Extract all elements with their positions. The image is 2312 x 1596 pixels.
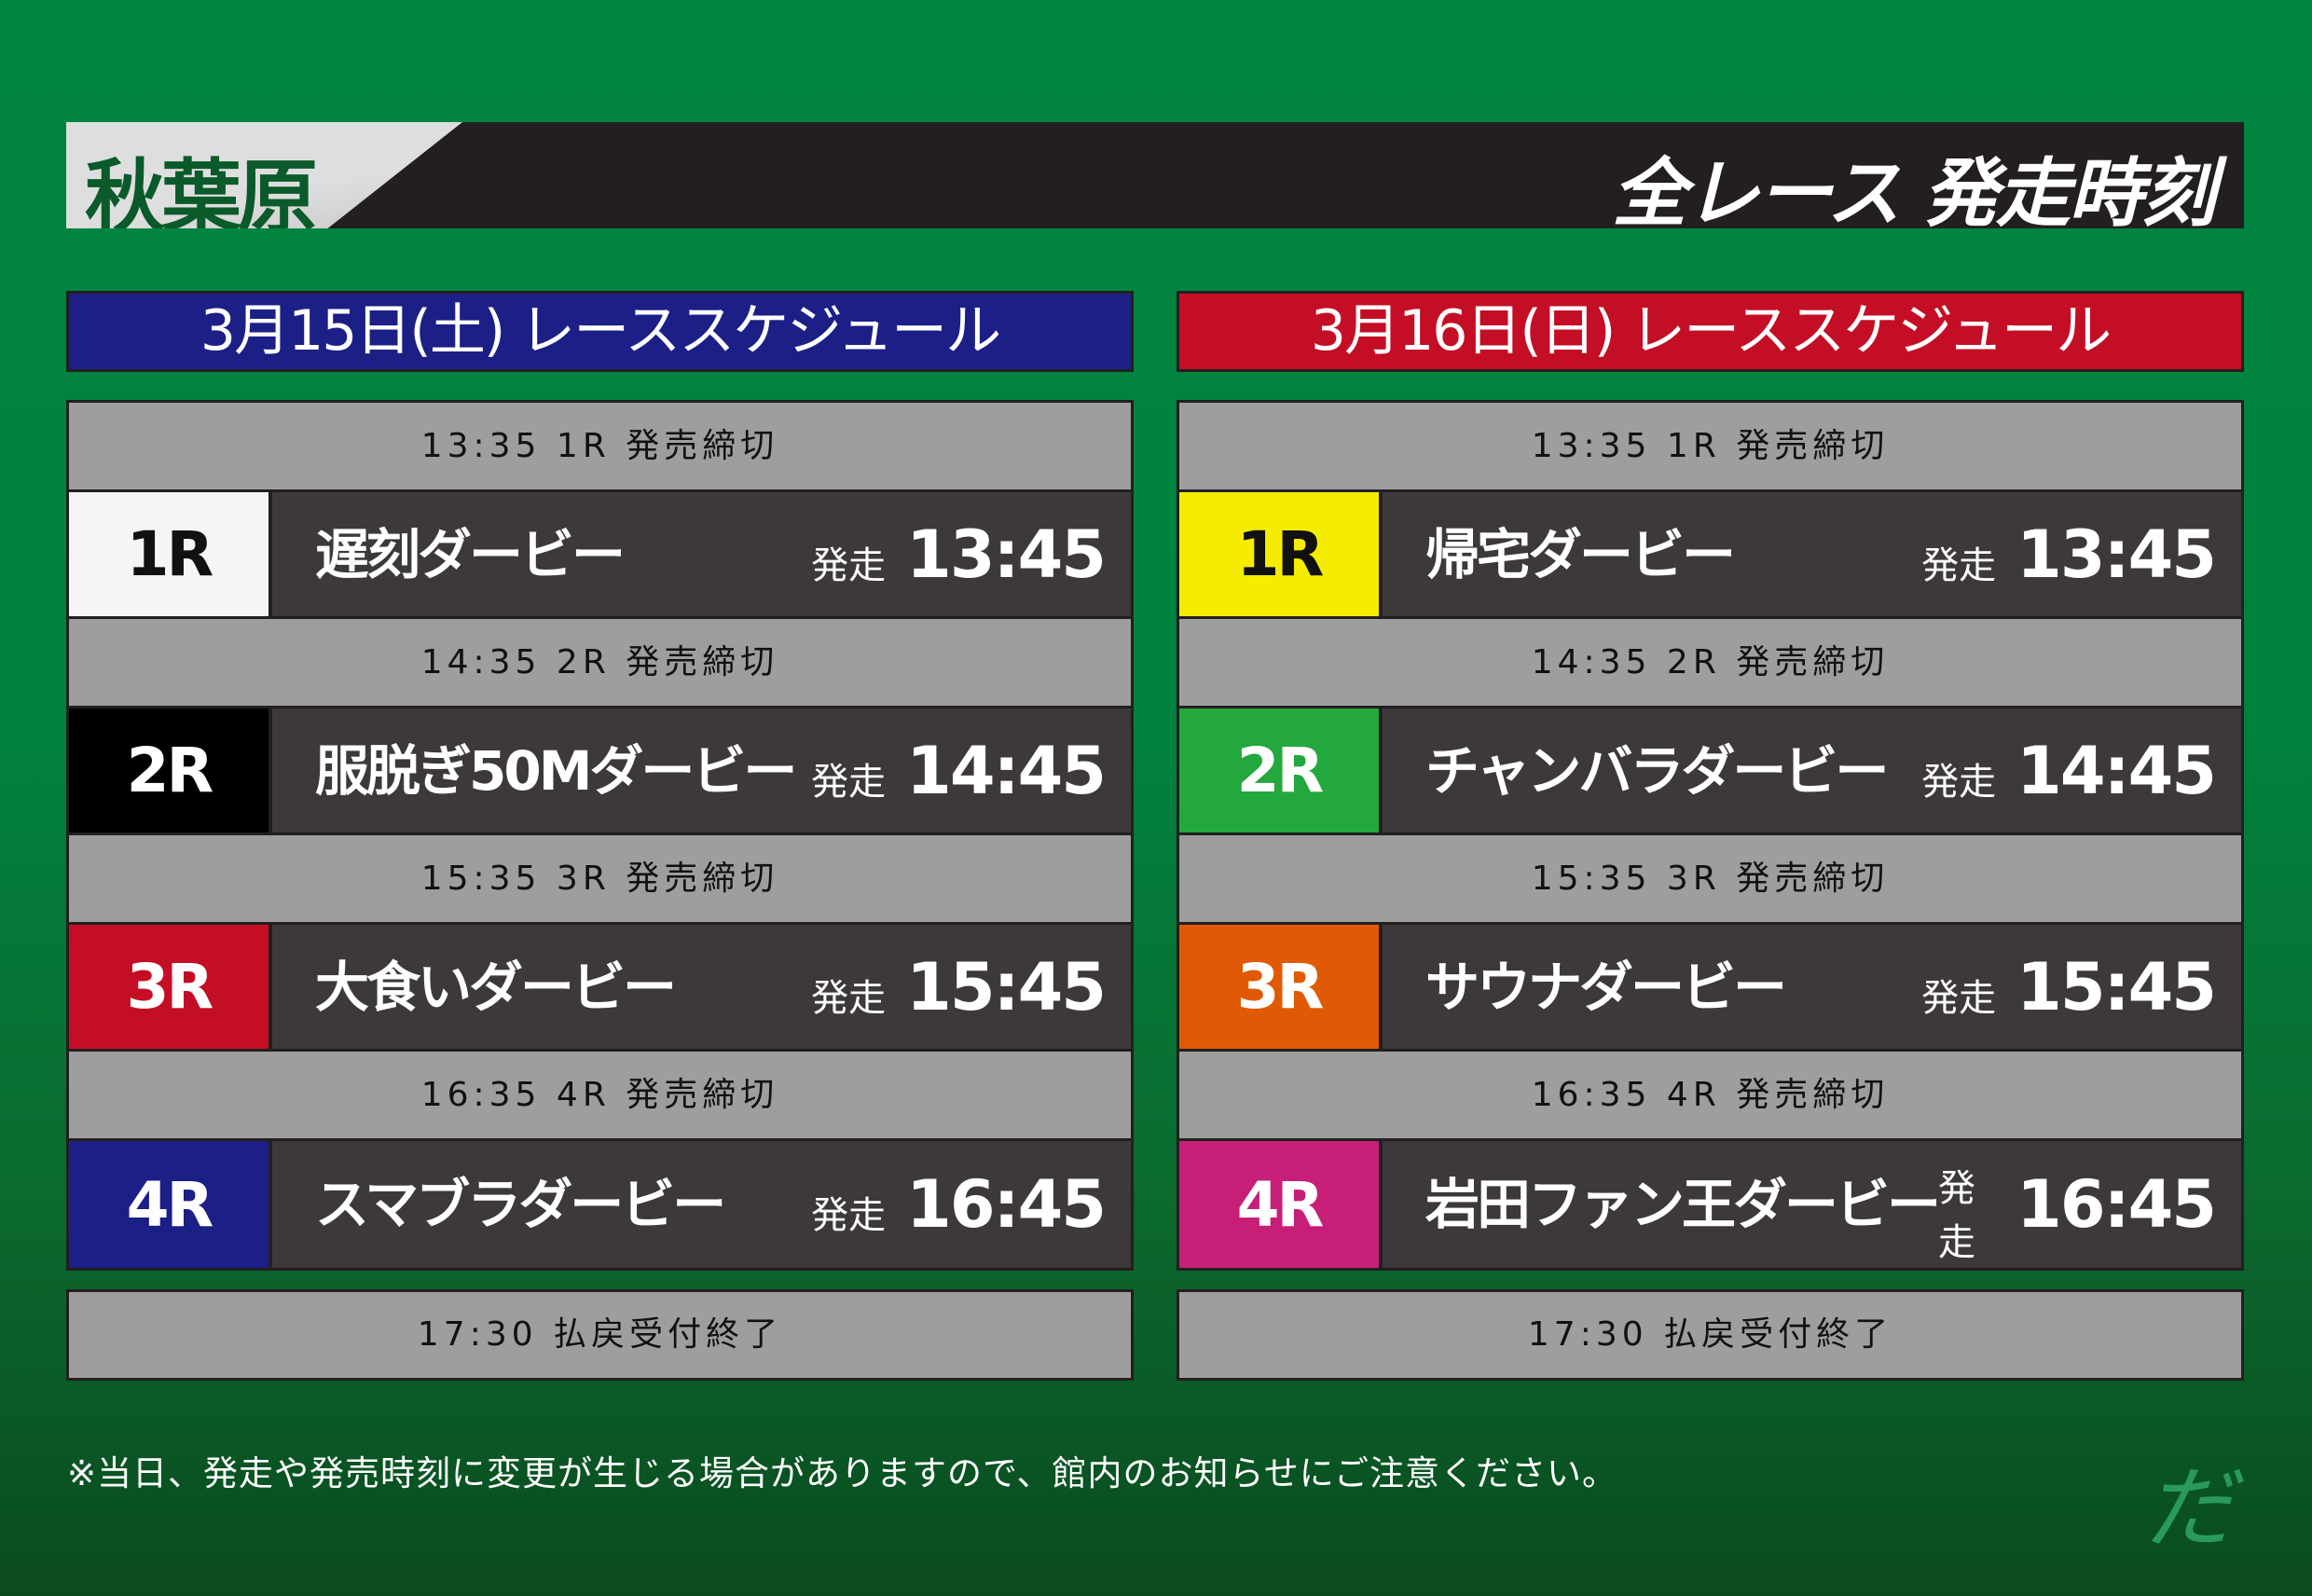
race-number-badge: 3R (1179, 925, 1379, 1049)
start-label: 発走 (1921, 760, 1997, 804)
race-number-badge: 3R (69, 925, 268, 1049)
race-name: サウナダービー (1425, 955, 1787, 1019)
race-number-badge: 4R (69, 1141, 268, 1268)
logo: だ (2144, 1456, 2234, 1561)
start-time: 15:45 (2016, 948, 2217, 1025)
sales-cutoff-row: 16:35 4R 発売締切 (69, 1052, 1131, 1141)
sales-cutoff-row: 14:35 2R 発売締切 (1179, 619, 2241, 709)
day-schedule: 3月15日(土) レーススケジュール 13:35 1R 発売締切 1R 遅刻ダー… (66, 291, 1134, 1381)
race-info: サウナダービー 発走 15:45 (1383, 925, 2241, 1049)
race-number-badge: 1R (69, 492, 268, 616)
start-label: 発走 (811, 760, 887, 804)
start-label: 発走 (811, 543, 887, 587)
sales-cutoff-row: 15:35 3R 発売締切 (1179, 835, 2241, 925)
sales-cutoff-row: 16:35 4R 発売締切 (1179, 1052, 2241, 1141)
sales-cutoff-row: 13:35 1R 発売締切 (1179, 403, 2241, 492)
race-row: 1R 遅刻ダービー 発走 13:45 (69, 492, 1131, 619)
start-label: 発走 (1921, 543, 1997, 587)
start-time: 14:45 (906, 732, 1107, 809)
race-number-badge: 2R (1179, 709, 1379, 832)
header-bar: 秋葉原 全レース 発走時刻 (66, 122, 2244, 237)
sales-cutoff-row: 13:35 1R 発売締切 (69, 403, 1131, 492)
start-label: 発走 (811, 976, 887, 1020)
race-info: 帰宅ダービー 発走 13:45 (1383, 492, 2241, 616)
race-name: 岩田ファン王ダービー (1425, 1173, 1941, 1236)
race-row: 4R 岩田ファン王ダービー 発走 16:45 (1179, 1141, 2241, 1268)
notice-text: ※当日、発走や発売時刻に変更が生じる場合がありますので、館内のお知らせにご注意く… (67, 1453, 1618, 1493)
start-time: 15:45 (906, 948, 1107, 1025)
race-name: 服脱ぎ50Mダービー (315, 738, 797, 803)
payout-close-row: 17:30 払戻受付終了 (1177, 1289, 2244, 1381)
race-row: 2R 服脱ぎ50Mダービー 発走 14:45 (69, 709, 1131, 835)
race-row: 3R サウナダービー 発走 15:45 (1179, 925, 2241, 1052)
sales-cutoff-row: 15:35 3R 発売締切 (69, 835, 1131, 925)
race-row: 2R チャンバラダービー 発走 14:45 (1179, 709, 2241, 835)
start-time: 14:45 (2016, 732, 2217, 809)
race-row: 1R 帰宅ダービー 発走 13:45 (1179, 492, 2241, 619)
race-name: 帰宅ダービー (1425, 522, 1736, 586)
race-row: 3R 大食いダービー 発走 15:45 (69, 925, 1131, 1052)
race-row: 4R スマブラダービー 発走 16:45 (69, 1141, 1131, 1268)
race-info: 大食いダービー 発走 15:45 (272, 925, 1131, 1049)
race-info: スマブラダービー 発走 16:45 (272, 1141, 1131, 1268)
race-info: チャンバラダービー 発走 14:45 (1383, 709, 2241, 832)
start-time: 16:45 (2016, 1166, 2217, 1243)
race-name: スマブラダービー (315, 1173, 726, 1236)
race-name: チャンバラダービー (1425, 738, 1889, 803)
day-heading: 3月16日(日) レーススケジュール (1177, 291, 2244, 372)
page-title: 全レース 発走時刻 (1612, 150, 2216, 237)
start-time: 13:45 (2016, 516, 2217, 593)
race-table: 13:35 1R 発売締切 1R 遅刻ダービー 発走 13:45 14:35 2… (66, 400, 1134, 1271)
sales-cutoff-row: 14:35 2R 発売締切 (69, 619, 1131, 709)
race-name: 大食いダービー (315, 955, 677, 1019)
venue-label-box: 秋葉原 (66, 122, 462, 228)
day-heading: 3月15日(土) レーススケジュール (66, 291, 1134, 372)
start-label: 発走 (1921, 976, 1997, 1020)
payout-close-row: 17:30 払戻受付終了 (66, 1289, 1134, 1381)
start-label: 発走 (1938, 1167, 1976, 1264)
race-name: 遅刻ダービー (315, 522, 626, 586)
venue-name: 秋葉原 (85, 151, 318, 244)
race-number-badge: 2R (69, 709, 268, 832)
start-time: 13:45 (906, 516, 1107, 593)
race-table: 13:35 1R 発売締切 1R 帰宅ダービー 発走 13:45 14:35 2… (1177, 400, 2244, 1271)
day-schedule: 3月16日(日) レーススケジュール 13:35 1R 発売締切 1R 帰宅ダー… (1177, 291, 2244, 1381)
race-info: 岩田ファン王ダービー 発走 16:45 (1383, 1141, 2241, 1268)
race-number-badge: 1R (1179, 492, 1379, 616)
start-label: 発走 (811, 1194, 887, 1237)
race-number-badge: 4R (1179, 1141, 1379, 1268)
race-info: 遅刻ダービー 発走 13:45 (272, 492, 1131, 616)
race-info: 服脱ぎ50Mダービー 発走 14:45 (272, 709, 1131, 832)
start-time: 16:45 (906, 1166, 1107, 1243)
